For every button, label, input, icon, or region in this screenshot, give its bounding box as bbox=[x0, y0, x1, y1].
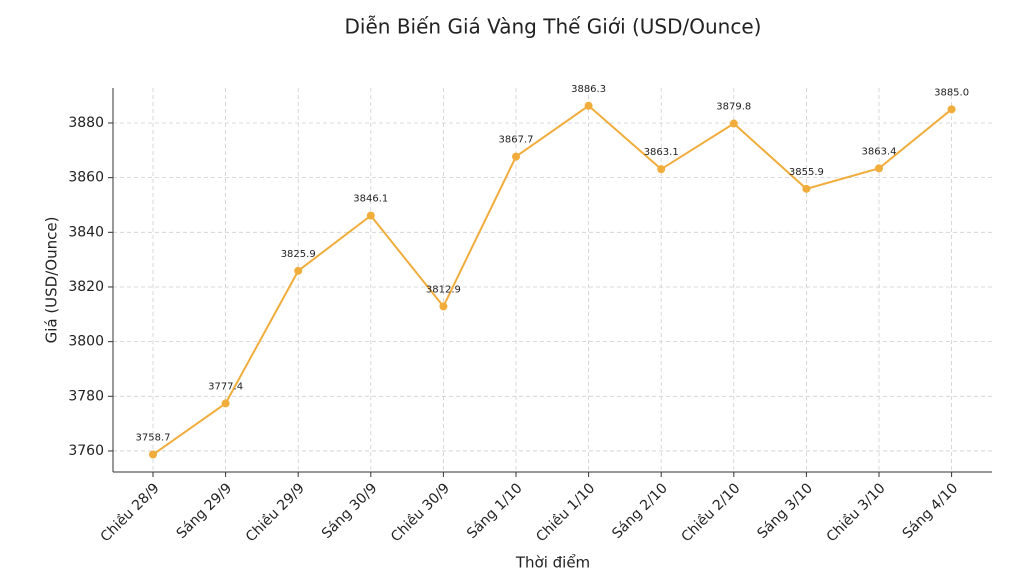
x-tick-label: Chiều 3/10 bbox=[823, 480, 889, 546]
data-label: 3825.9 bbox=[281, 249, 316, 260]
x-tick-label: Sáng 3/10 bbox=[754, 480, 816, 542]
x-tick-label: Chiều 2/10 bbox=[678, 480, 744, 546]
x-tick-label: Chiều 29/9 bbox=[242, 480, 308, 546]
y-tick-label: 3780 bbox=[68, 388, 104, 404]
point bbox=[366, 211, 375, 220]
data-label: 3867.7 bbox=[499, 135, 534, 146]
point bbox=[439, 302, 448, 311]
point bbox=[657, 165, 666, 174]
point bbox=[802, 184, 811, 193]
data-label: 3758.7 bbox=[136, 433, 171, 444]
point bbox=[512, 152, 520, 161]
point bbox=[221, 399, 230, 408]
point bbox=[149, 450, 157, 459]
y-tick-label: 3880 bbox=[68, 115, 104, 131]
x-tick-label: Chiều 28/9 bbox=[97, 480, 163, 546]
x-tick-label: Sáng 30/9 bbox=[319, 480, 381, 542]
chart-title: Diễn Biến Giá Vàng Thế Giới (USD/Ounce) bbox=[345, 15, 762, 39]
point bbox=[875, 164, 883, 173]
data-label: 3846.1 bbox=[353, 194, 388, 205]
y-axis-label: Giá (USD/Ounce) bbox=[43, 217, 61, 344]
data-label: 3886.3 bbox=[571, 84, 606, 95]
x-tick-label: Sáng 4/10 bbox=[900, 480, 962, 542]
line bbox=[152, 104, 953, 456]
data-label: 3885.0 bbox=[934, 87, 969, 98]
y-tick-label: 3820 bbox=[68, 279, 104, 295]
point bbox=[294, 266, 303, 275]
y-tick-label: 3760 bbox=[68, 443, 104, 459]
data-label: 3863.4 bbox=[862, 146, 897, 157]
y-tick-label: 3800 bbox=[68, 334, 104, 350]
x-axis-label: Thời điểm bbox=[515, 554, 590, 572]
data-label: 3863.1 bbox=[644, 147, 679, 158]
data-label: 3879.8 bbox=[716, 102, 751, 113]
y-tick-label: 3860 bbox=[68, 170, 104, 186]
x-tick-label: Sáng 2/10 bbox=[609, 480, 671, 542]
x-tick-label: Chiều 1/10 bbox=[533, 480, 599, 546]
point bbox=[947, 105, 956, 114]
x-tick-label: Chiều 30/9 bbox=[387, 480, 453, 546]
x-tick-label: Sáng 29/9 bbox=[174, 480, 236, 542]
point bbox=[584, 101, 593, 110]
data-label: 3855.9 bbox=[789, 167, 824, 178]
x-tick-label: Sáng 1/10 bbox=[464, 480, 526, 542]
data-label: 3777.4 bbox=[208, 381, 243, 392]
point bbox=[729, 119, 738, 128]
y-tick-label: 3840 bbox=[68, 224, 104, 240]
data-label: 3812.9 bbox=[426, 284, 461, 295]
